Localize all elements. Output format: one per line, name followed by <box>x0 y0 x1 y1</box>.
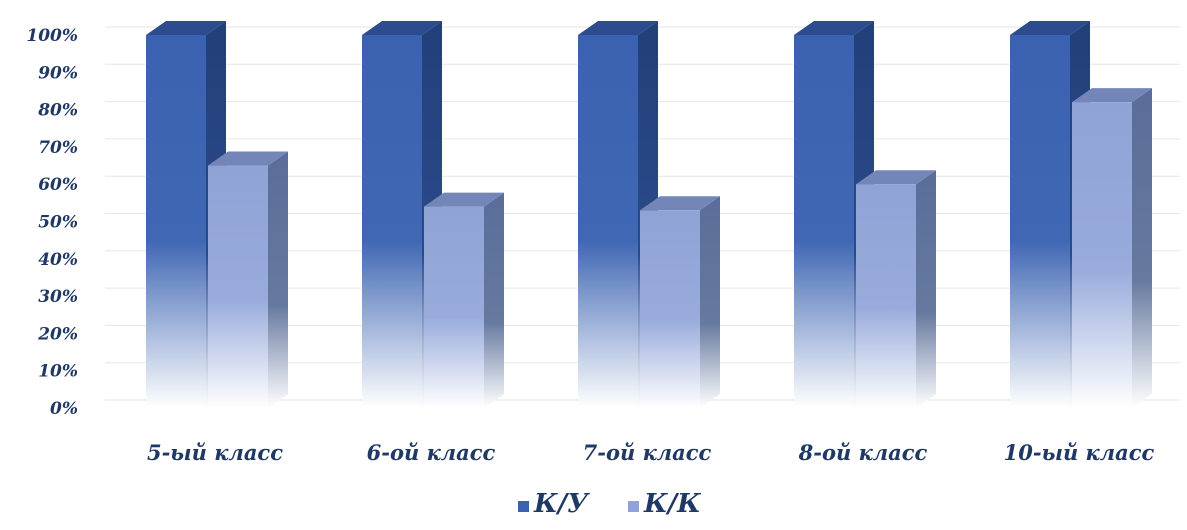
x-category-label: 7-ой класс <box>583 440 712 465</box>
y-tick-label: 20% <box>37 324 78 344</box>
y-tick-label: 10% <box>38 362 78 382</box>
bar-front <box>146 35 206 408</box>
bar-side <box>700 196 720 408</box>
bar-top <box>362 21 442 35</box>
y-tick-label: 60% <box>38 175 78 195</box>
bar-side <box>484 192 504 408</box>
bar-front <box>1010 35 1070 408</box>
bars <box>146 21 1152 409</box>
bar-front <box>424 206 484 408</box>
y-tick-label: 80% <box>37 101 78 121</box>
y-tick-label: 50% <box>38 213 78 233</box>
bar-side <box>916 170 936 408</box>
bar-front <box>640 210 700 408</box>
bar-front <box>362 35 422 408</box>
x-category-label: 6-ой класс <box>367 440 496 465</box>
y-axis: 0% 10% 20% 30% 40% 50% 60% 70% 80% 90% 100% <box>26 26 78 419</box>
bar-front <box>856 184 916 408</box>
y-tick-label: 30% <box>38 287 78 307</box>
x-axis: 5-ый класс 6-ой класс 7-ой класс 8-ой класс… <box>147 440 1155 465</box>
y-tick-label: 90% <box>38 63 78 83</box>
legend: К/У К/К <box>518 489 701 519</box>
bar-kk-1 <box>208 151 288 409</box>
bar-kk-4 <box>856 170 936 408</box>
bar-front <box>208 165 268 408</box>
x-category-label: 10-ый класс <box>1004 440 1155 465</box>
legend-label: К/К <box>643 489 701 519</box>
bar-top <box>794 21 874 35</box>
bar-top <box>1010 21 1090 35</box>
bar-kk-2 <box>424 192 504 408</box>
bar-kk-5 <box>1072 88 1152 408</box>
bar-kk-3 <box>640 196 720 408</box>
y-tick-label: 100% <box>26 26 78 46</box>
legend-label: К/У <box>533 489 590 519</box>
bar-top <box>578 21 658 35</box>
x-category-label: 8-ой класс <box>798 440 928 465</box>
legend-swatch <box>518 501 529 512</box>
bar-front <box>1072 102 1132 408</box>
y-tick-label: 40% <box>38 250 78 270</box>
bar-front <box>794 35 854 408</box>
bar-side <box>1132 88 1152 408</box>
legend-swatch <box>628 501 639 512</box>
bar-top <box>856 170 936 185</box>
bar-top <box>146 21 226 35</box>
bar-top <box>424 192 504 207</box>
y-tick-label: 0% <box>50 399 78 419</box>
bar-top <box>208 151 288 166</box>
bar-front <box>578 35 638 408</box>
bar-top <box>1072 88 1152 103</box>
y-tick-label: 70% <box>38 138 78 158</box>
bar-side <box>268 151 288 409</box>
bar-top <box>640 196 720 211</box>
x-category-label: 5-ый класс <box>147 440 283 465</box>
